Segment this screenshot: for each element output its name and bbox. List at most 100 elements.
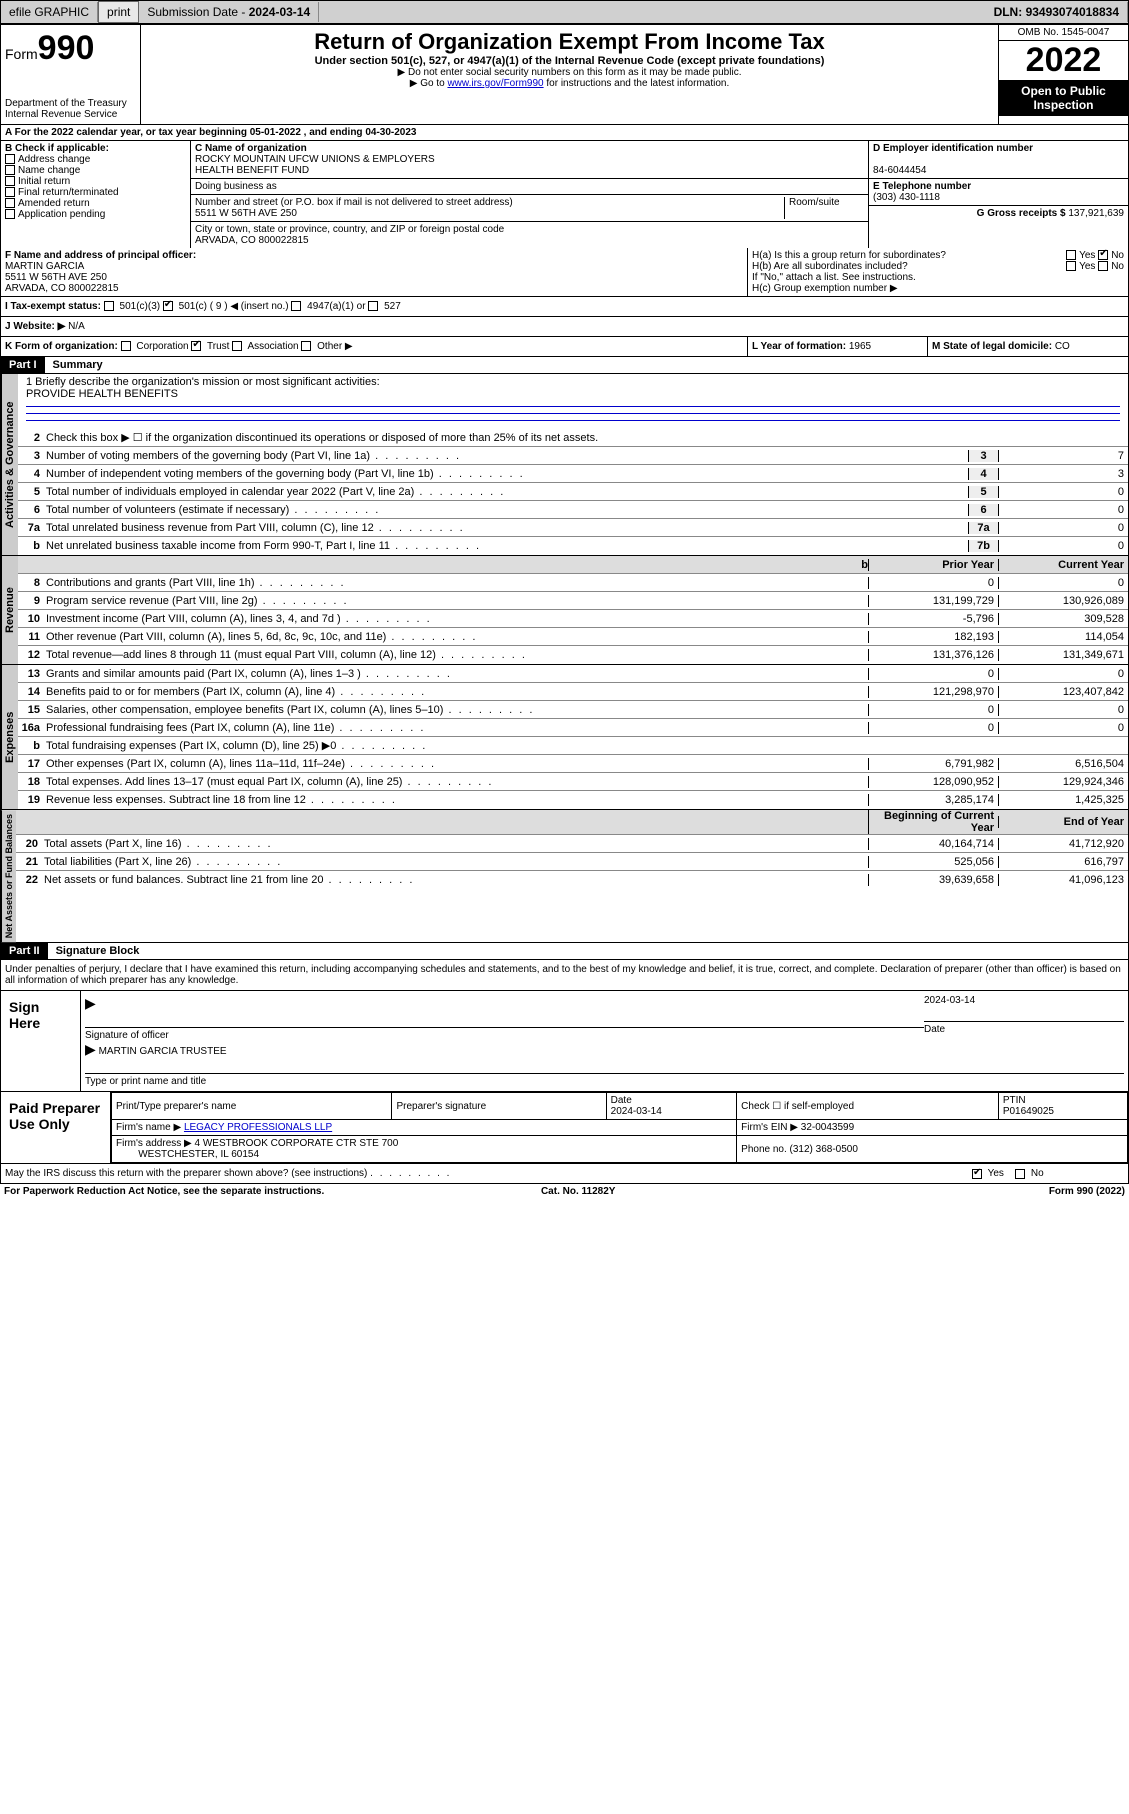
firm-name[interactable]: LEGACY PROFESSIONALS LLP [184, 1122, 332, 1133]
sig-officer-line [85, 1014, 924, 1028]
dba-label: Doing business as [195, 181, 277, 192]
omb-number: OMB No. 1545-0047 [999, 25, 1128, 41]
arrow-icon: ▶ [85, 1041, 96, 1057]
discuss-no-cb[interactable] [1015, 1169, 1025, 1179]
k-corp-cb[interactable] [121, 341, 131, 351]
prep-date-hdr: Date [611, 1095, 632, 1106]
website-value: N/A [68, 321, 85, 332]
line-m: M State of legal domicile: CO [928, 337, 1128, 356]
cb-name-change[interactable]: Name change [5, 165, 186, 176]
line-l: L Year of formation: 1965 [748, 337, 928, 356]
print-button[interactable]: print [98, 1, 139, 23]
firm-addr-label: Firm's address ▶ [116, 1138, 195, 1149]
k-trust-cb[interactable] [191, 341, 201, 351]
prep-name-hdr: Print/Type preparer's name [112, 1093, 392, 1120]
box-e: E Telephone number (303) 430-1118 [869, 179, 1128, 206]
exp-line-17: 17Other expenses (Part IX, column (A), l… [18, 755, 1128, 773]
hb-no-cb[interactable] [1098, 261, 1108, 271]
signer-name-label: Type or print name and title [85, 1076, 206, 1087]
exp-line-15: 15Salaries, other compensation, employee… [18, 701, 1128, 719]
exp-line-13: 13Grants and similar amounts paid (Part … [18, 665, 1128, 683]
exp-line-18: 18Total expenses. Add lines 13–17 (must … [18, 773, 1128, 791]
org-name-1: ROCKY MOUNTAIN UFCW UNIONS & EMPLOYERS [195, 154, 435, 165]
org-name-2: HEALTH BENEFIT FUND [195, 165, 309, 176]
sign-date: 2024-03-14 [924, 995, 1124, 1006]
cb-final-return[interactable]: Final return/terminated [5, 187, 186, 198]
officer-name: MARTIN GARCIA [5, 261, 84, 272]
i-527-cb[interactable] [368, 301, 378, 311]
city-block: City or town, state or province, country… [191, 222, 868, 248]
footer-mid: Cat. No. 11282Y [541, 1186, 615, 1197]
officer-city: ARVADA, CO 800022815 [5, 283, 119, 294]
tab-revenue: Revenue [1, 556, 18, 664]
part1-title: Summary [45, 357, 111, 373]
note-post: for instructions and the latest informat… [546, 78, 729, 89]
dln-label: DLN: [994, 5, 1026, 19]
rev-colhdr: b Prior Year Current Year [18, 556, 1128, 574]
form-subtitle: Under section 501(c), 527, or 4947(a)(1)… [145, 55, 994, 67]
note-link: ▶ Go to www.irs.gov/Form990 for instruct… [145, 78, 994, 89]
line-k: K Form of organization: Corporation Trus… [1, 337, 748, 356]
hb-label: H(b) Are all subordinates included? [752, 261, 908, 272]
tab-expenses: Expenses [1, 665, 18, 809]
submission-date: Submission Date - 2024-03-14 [139, 2, 319, 22]
header-left: Form990 Department of the Treasury Inter… [1, 25, 141, 124]
gov-line-5: 5Total number of individuals employed in… [18, 483, 1128, 501]
irs-link[interactable]: www.irs.gov/Form990 [447, 78, 543, 89]
k-label: K Form of organization: [5, 341, 118, 352]
addr-block: Number and street (or P.O. box if mail i… [191, 195, 868, 222]
box-f: F Name and address of principal officer:… [1, 248, 748, 296]
h-note: If "No," attach a list. See instructions… [752, 272, 1124, 283]
discuss-q: May the IRS discuss this return with the… [1, 1164, 968, 1183]
top-toolbar: efile GRAPHIC print Submission Date - 20… [0, 0, 1129, 24]
ptin-value: P01649025 [1003, 1106, 1054, 1117]
form-number: Form990 [5, 29, 136, 68]
rev-line-10: 10Investment income (Part VIII, column (… [18, 610, 1128, 628]
gross-value: 137,921,639 [1068, 208, 1124, 219]
cb-app-pending[interactable]: Application pending [5, 209, 186, 220]
ha-no-cb[interactable] [1098, 250, 1108, 260]
part2-title: Signature Block [48, 943, 148, 959]
firm-label: Firm's name ▶ [116, 1122, 184, 1133]
m-label: M State of legal domicile: [932, 341, 1055, 352]
prep-self-emp: Check ☐ if self-employed [737, 1093, 999, 1120]
i-label: I Tax-exempt status: [5, 301, 101, 312]
box-h: H(a) Is this a group return for subordin… [748, 248, 1128, 296]
cb-amended[interactable]: Amended return [5, 198, 186, 209]
tax-year: 2022 [999, 41, 1128, 80]
paid-preparer-label: Paid Preparer Use Only [1, 1092, 111, 1163]
gross-label: G Gross receipts $ [977, 208, 1069, 219]
dept-label: Department of the Treasury [5, 98, 136, 109]
tab-governance: Activities & Governance [1, 374, 18, 555]
ptin-label: PTIN [1003, 1095, 1026, 1106]
i-501c3-cb[interactable] [104, 301, 114, 311]
header-mid: Return of Organization Exempt From Incom… [141, 25, 998, 124]
firm-addr1: 4 WESTBROOK CORPORATE CTR STE 700 [195, 1138, 399, 1149]
gov-line-b: bNet unrelated business taxable income f… [18, 537, 1128, 555]
cb-address-change[interactable]: Address change [5, 154, 186, 165]
section-netassets: Net Assets or Fund Balances Beginning of… [0, 810, 1129, 943]
col-boy: Beginning of Current Year [868, 810, 998, 834]
rev-line-12: 12Total revenue—add lines 8 through 11 (… [18, 646, 1128, 664]
firm-addr2: WESTCHESTER, IL 60154 [138, 1149, 259, 1160]
i-501c-cb[interactable] [163, 301, 173, 311]
part2-label: Part II [1, 943, 48, 959]
note-pre: ▶ Go to [410, 78, 448, 89]
room-label: Room/suite [784, 197, 864, 219]
discuss-yes-cb[interactable] [972, 1169, 982, 1179]
sign-here-label: Sign Here [1, 991, 81, 1091]
submission-date-label: Submission Date - [147, 5, 248, 19]
hb-yes-cb[interactable] [1066, 261, 1076, 271]
sig-officer-label: Signature of officer [85, 1030, 169, 1041]
k-other-cb[interactable] [301, 341, 311, 351]
net-line-22: 22Net assets or fund balances. Subtract … [16, 871, 1128, 889]
ha-yes-cb[interactable] [1066, 250, 1076, 260]
cb-initial-return[interactable]: Initial return [5, 176, 186, 187]
box-d: D Employer identification number 84-6044… [869, 141, 1128, 179]
k-assoc-cb[interactable] [232, 341, 242, 351]
i-4947-cb[interactable] [291, 301, 301, 311]
gov-line-6: 6Total number of volunteers (estimate if… [18, 501, 1128, 519]
net-colhdr: Beginning of Current Year End of Year [16, 810, 1128, 835]
gov-line-7a: 7aTotal unrelated business revenue from … [18, 519, 1128, 537]
fh-block: F Name and address of principal officer:… [0, 248, 1129, 297]
